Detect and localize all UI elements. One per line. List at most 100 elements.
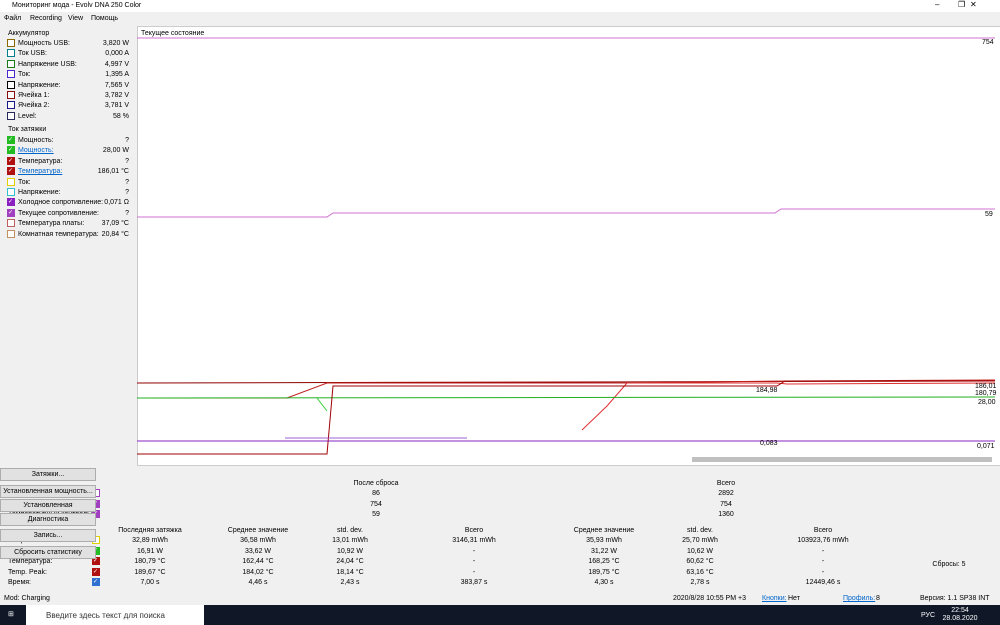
row-label: Напряжение: [18, 189, 61, 196]
checkbox[interactable]: ✓ [7, 136, 15, 144]
chart-label: 186,01 [975, 383, 997, 390]
row-value: 754 [370, 500, 382, 508]
tray-lang: РУС [921, 612, 936, 619]
cell: - [472, 547, 476, 555]
row-value: 3,781 V [104, 102, 129, 110]
status-text[interactable]: Профиль: [843, 595, 876, 602]
row-value: 3,782 V [104, 92, 129, 99]
cell: 60,62 °C [686, 558, 714, 565]
row-label: Ток: [18, 71, 31, 79]
chart-label: 0,083 [760, 440, 778, 447]
checkbox[interactable] [7, 49, 15, 58]
checkbox[interactable] [7, 70, 15, 79]
row-label[interactable]: Мощность: [18, 147, 54, 155]
chart-label: 184,98 [756, 387, 778, 394]
row-label: Ячейка 1: [18, 92, 50, 99]
column-header: std. dev. [337, 527, 363, 534]
row-value: 754 [720, 500, 732, 508]
checkbox[interactable]: ✓ [7, 208, 15, 217]
chart-traces [137, 37, 996, 462]
resets-label: Сбросы: 5 [932, 561, 966, 568]
tray-date: 28.08.2020 [942, 615, 978, 622]
checkbox[interactable] [7, 177, 15, 186]
cell: 13,01 mWh [332, 537, 368, 544]
cell: 184,02 °C [242, 568, 274, 576]
row-label: Level: [18, 112, 37, 120]
tray-time: 22:54 [951, 607, 969, 614]
scrollbar[interactable] [692, 457, 992, 462]
checkbox[interactable] [7, 219, 15, 228]
section-title: Аккумулятор [8, 30, 50, 37]
checkbox[interactable] [7, 188, 15, 196]
row-value: 37,09 °C [101, 220, 129, 228]
row-value: 3,820 W [102, 40, 129, 47]
section-title: Ток затяжки [8, 126, 47, 133]
trace [581, 382, 996, 431]
checkbox[interactable]: ✓ [7, 146, 15, 155]
cell: 103923,76 mWh [797, 537, 849, 544]
status-text: 8 [876, 595, 880, 602]
status-text[interactable]: Кнопки: [762, 595, 787, 602]
search-box[interactable] [26, 605, 204, 625]
row-value: 59 [372, 511, 380, 518]
checkbox[interactable] [7, 39, 15, 47]
row-label: Ячейка 2: [18, 102, 50, 110]
cell: 12449,46 s [805, 579, 841, 586]
button[interactable]: Сбросить статистику [0, 546, 96, 559]
cell: 162,44 °C [242, 558, 274, 565]
cell: 33,62 W [244, 547, 272, 555]
checkbox[interactable]: ✓ [92, 578, 100, 586]
row-value: 7,565 V [104, 81, 129, 89]
row-value: 4,997 V [104, 60, 129, 68]
row-label: Холодное сопротивление: [18, 199, 104, 207]
checkbox[interactable]: ✓ [92, 557, 100, 565]
menu-item[interactable]: View [68, 15, 84, 22]
button[interactable]: Запись... [0, 529, 96, 542]
button[interactable]: Установленная мощность... [0, 485, 96, 498]
row-value: ? [125, 157, 129, 165]
button[interactable]: Диагностика [0, 513, 96, 526]
row-label: Напряжение USB: [18, 60, 77, 68]
row-value: 86 [372, 490, 380, 497]
cell: 24,04 °C [336, 558, 364, 565]
checkbox[interactable]: ✓ [92, 567, 100, 576]
checkbox[interactable] [7, 59, 15, 68]
checkbox[interactable] [7, 229, 15, 238]
cell: - [821, 568, 825, 576]
row-label: Температура платы: [18, 220, 85, 228]
checkbox[interactable] [7, 91, 15, 99]
checkbox[interactable]: ✓ [7, 156, 15, 165]
cell: 16,91 W [136, 547, 164, 555]
cell: 189,67 °C [134, 568, 166, 576]
checkbox[interactable] [7, 101, 15, 110]
checkbox[interactable]: ✓ [7, 198, 15, 207]
status-text: Нет [788, 595, 800, 602]
maximize-button[interactable]: ❐ [958, 0, 966, 9]
cell: - [821, 547, 825, 555]
start-button[interactable]: ⊞ [8, 611, 14, 618]
cell: 32,89 mWh [132, 537, 168, 544]
minimize-button[interactable]: – [935, 0, 940, 9]
menu-item[interactable]: Recording [30, 15, 62, 22]
menu-item[interactable]: Помощь [91, 15, 119, 22]
cell: 36,58 mWh [240, 537, 276, 544]
row-label[interactable]: Температура: [18, 168, 63, 176]
checkbox[interactable] [7, 80, 15, 89]
column-header: Последняя затяжка [118, 527, 182, 534]
checkbox[interactable]: ✓ [7, 167, 15, 176]
trace [316, 397, 328, 412]
menu-item[interactable]: Файл [4, 15, 22, 22]
row-label: Температура: [8, 558, 53, 565]
taskbar [0, 605, 1000, 625]
cell: 35,93 mWh [586, 537, 622, 544]
checkbox[interactable] [7, 111, 15, 120]
button[interactable]: Установленная температура... [0, 499, 96, 520]
row-value: 1,395 A [105, 71, 129, 79]
close-button[interactable]: ✕ [970, 0, 977, 9]
row-label: Temp. Peak: [8, 568, 47, 576]
column-header: Всего [716, 480, 736, 487]
title-bar [0, 0, 1000, 12]
row-label: Напряжение: [18, 81, 61, 89]
search-placeholder[interactable]: Введите здесь текст для поиска [46, 611, 165, 620]
button[interactable]: Затяжки... [0, 468, 96, 481]
